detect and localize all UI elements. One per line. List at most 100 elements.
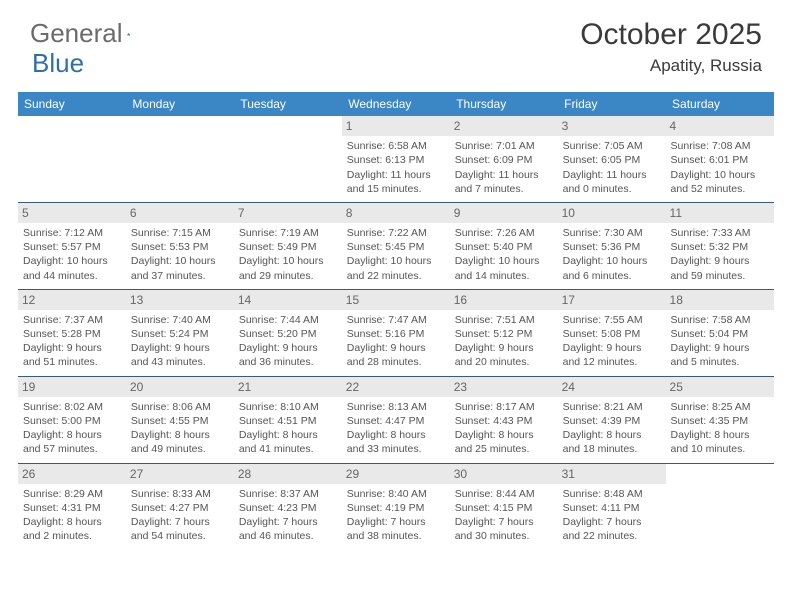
day-detail-line: Sunrise: 7:22 AM — [347, 226, 445, 240]
day-detail-line: Sunset: 5:16 PM — [347, 327, 445, 341]
day-number: 1 — [342, 116, 450, 136]
calendar-cell: 2Sunrise: 7:01 AMSunset: 6:09 PMDaylight… — [450, 116, 558, 202]
day-number: 18 — [666, 290, 774, 310]
title-block: October 2025 Apatity, Russia — [580, 18, 762, 76]
location: Apatity, Russia — [580, 56, 762, 76]
calendar-cell: 13Sunrise: 7:40 AMSunset: 5:24 PMDayligh… — [126, 289, 234, 376]
day-detail-line: Sunrise: 8:48 AM — [563, 487, 661, 501]
weekday-header: Sunday — [18, 92, 126, 116]
day-detail-line: Sunrise: 7:26 AM — [455, 226, 553, 240]
day-detail-line: Daylight: 8 hours and 49 minutes. — [131, 428, 229, 456]
day-detail-line: Sunset: 4:23 PM — [239, 501, 337, 515]
day-number: 21 — [234, 377, 342, 397]
day-detail-line: Daylight: 9 hours and 51 minutes. — [23, 341, 121, 369]
day-detail-line: Sunrise: 7:33 AM — [671, 226, 769, 240]
day-detail-line: Sunset: 5:49 PM — [239, 240, 337, 254]
day-number: 8 — [342, 203, 450, 223]
day-detail-line: Daylight: 10 hours and 22 minutes. — [347, 254, 445, 282]
day-detail-line: Sunset: 6:01 PM — [671, 153, 769, 167]
weekday-header: Tuesday — [234, 92, 342, 116]
day-detail-line: Sunset: 4:39 PM — [563, 414, 661, 428]
calendar-cell: 6Sunrise: 7:15 AMSunset: 5:53 PMDaylight… — [126, 202, 234, 289]
day-detail-line: Sunrise: 8:29 AM — [23, 487, 121, 501]
day-detail-line: Sunset: 6:13 PM — [347, 153, 445, 167]
calendar-cell: 16Sunrise: 7:51 AMSunset: 5:12 PMDayligh… — [450, 289, 558, 376]
day-number: 12 — [18, 290, 126, 310]
calendar-cell: 12Sunrise: 7:37 AMSunset: 5:28 PMDayligh… — [18, 289, 126, 376]
day-detail-line: Daylight: 7 hours and 38 minutes. — [347, 515, 445, 543]
calendar-cell: 11Sunrise: 7:33 AMSunset: 5:32 PMDayligh… — [666, 202, 774, 289]
day-number: 5 — [18, 203, 126, 223]
day-detail-line: Daylight: 9 hours and 36 minutes. — [239, 341, 337, 369]
brand-word-1: General — [30, 18, 123, 49]
day-detail-line: Sunrise: 7:30 AM — [563, 226, 661, 240]
day-detail-line: Sunset: 4:27 PM — [131, 501, 229, 515]
day-number: 20 — [126, 377, 234, 397]
day-number: 27 — [126, 464, 234, 484]
weekday-header: Monday — [126, 92, 234, 116]
calendar-row: 19Sunrise: 8:02 AMSunset: 5:00 PMDayligh… — [18, 376, 774, 463]
calendar-cell: 7Sunrise: 7:19 AMSunset: 5:49 PMDaylight… — [234, 202, 342, 289]
day-detail-line: Sunrise: 8:25 AM — [671, 400, 769, 414]
day-detail-line: Sunset: 4:55 PM — [131, 414, 229, 428]
day-detail-line: Daylight: 7 hours and 30 minutes. — [455, 515, 553, 543]
calendar-row: 5Sunrise: 7:12 AMSunset: 5:57 PMDaylight… — [18, 202, 774, 289]
day-detail-line: Sunrise: 8:17 AM — [455, 400, 553, 414]
day-detail-line: Daylight: 11 hours and 7 minutes. — [455, 168, 553, 196]
day-number: 29 — [342, 464, 450, 484]
calendar-cell: 15Sunrise: 7:47 AMSunset: 5:16 PMDayligh… — [342, 289, 450, 376]
day-detail-line: Sunset: 4:43 PM — [455, 414, 553, 428]
day-number: 13 — [126, 290, 234, 310]
day-number: 2 — [450, 116, 558, 136]
day-detail-line: Sunrise: 7:44 AM — [239, 313, 337, 327]
day-detail-line: Sunset: 4:35 PM — [671, 414, 769, 428]
month-title: October 2025 — [580, 18, 762, 52]
calendar-cell: 3Sunrise: 7:05 AMSunset: 6:05 PMDaylight… — [558, 116, 666, 202]
day-detail-line: Sunrise: 7:51 AM — [455, 313, 553, 327]
day-number: 30 — [450, 464, 558, 484]
day-number: 14 — [234, 290, 342, 310]
day-number: 7 — [234, 203, 342, 223]
calendar-cell: 21Sunrise: 8:10 AMSunset: 4:51 PMDayligh… — [234, 376, 342, 463]
day-number: 11 — [666, 203, 774, 223]
day-number: 23 — [450, 377, 558, 397]
day-detail-line: Sunrise: 7:19 AM — [239, 226, 337, 240]
calendar-cell: 5Sunrise: 7:12 AMSunset: 5:57 PMDaylight… — [18, 202, 126, 289]
day-detail-line: Sunrise: 7:58 AM — [671, 313, 769, 327]
day-detail-line: Daylight: 11 hours and 0 minutes. — [563, 168, 661, 196]
day-detail-line: Daylight: 8 hours and 10 minutes. — [671, 428, 769, 456]
calendar-cell: 14 Sunrise: 7:44 AMSunset: 5:20 PMDayligh… — [234, 289, 342, 376]
day-detail-line: Sunrise: 8:10 AM — [239, 400, 337, 414]
calendar-cell: 27Sunrise: 8:33 AMSunset: 4:27 PMDayligh… — [126, 463, 234, 549]
day-detail-line: Sunrise: 7:08 AM — [671, 139, 769, 153]
weekday-header: Thursday — [450, 92, 558, 116]
weekday-header-row: Sunday Monday Tuesday Wednesday Thursday… — [18, 92, 774, 116]
day-detail-line: Sunrise: 7:37 AM — [23, 313, 121, 327]
day-detail-line: Daylight: 7 hours and 54 minutes. — [131, 515, 229, 543]
day-detail-line: Sunrise: 7:01 AM — [455, 139, 553, 153]
day-detail-line: Sunset: 5:20 PM — [239, 327, 337, 341]
day-number: 10 — [558, 203, 666, 223]
day-detail-line: Sunrise: 6:58 AM — [347, 139, 445, 153]
day-detail-line: Sunset: 5:45 PM — [347, 240, 445, 254]
calendar-cell: 10Sunrise: 7:30 AMSunset: 5:36 PMDayligh… — [558, 202, 666, 289]
day-detail-line: Daylight: 11 hours and 15 minutes. — [347, 168, 445, 196]
day-detail-line: Daylight: 8 hours and 18 minutes. — [563, 428, 661, 456]
weekday-header: Saturday — [666, 92, 774, 116]
calendar-cell: 29Sunrise: 8:40 AMSunset: 4:19 PMDayligh… — [342, 463, 450, 549]
day-detail-line: Sunrise: 8:40 AM — [347, 487, 445, 501]
day-number: 28 — [234, 464, 342, 484]
day-detail-line: Sunrise: 8:21 AM — [563, 400, 661, 414]
day-detail-line: Daylight: 9 hours and 43 minutes. — [131, 341, 229, 369]
day-detail-line: Sunrise: 7:12 AM — [23, 226, 121, 240]
day-detail-line: Sunset: 5:32 PM — [671, 240, 769, 254]
calendar-cell: 19Sunrise: 8:02 AMSunset: 5:00 PMDayligh… — [18, 376, 126, 463]
calendar-cell: 28Sunrise: 8:37 AMSunset: 4:23 PMDayligh… — [234, 463, 342, 549]
day-detail-line: Daylight: 10 hours and 52 minutes. — [671, 168, 769, 196]
calendar-cell: 24Sunrise: 8:21 AMSunset: 4:39 PMDayligh… — [558, 376, 666, 463]
day-detail-line: Sunset: 5:40 PM — [455, 240, 553, 254]
calendar-cell — [234, 116, 342, 202]
day-detail-line: Sunset: 5:12 PM — [455, 327, 553, 341]
calendar-row: 1Sunrise: 6:58 AMSunset: 6:13 PMDaylight… — [18, 116, 774, 202]
calendar-cell: 22Sunrise: 8:13 AMSunset: 4:47 PMDayligh… — [342, 376, 450, 463]
